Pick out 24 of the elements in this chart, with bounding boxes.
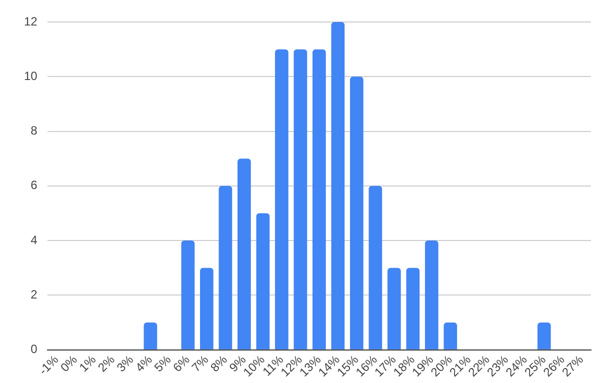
y-tick-label: 10 <box>24 68 38 83</box>
bar <box>275 49 288 350</box>
bar <box>181 240 195 350</box>
bar <box>144 322 158 350</box>
bar <box>294 49 308 350</box>
bar <box>350 76 364 350</box>
bar <box>444 322 458 350</box>
bar <box>218 186 232 350</box>
bar <box>406 268 420 350</box>
bar <box>537 322 551 350</box>
bar <box>200 268 214 350</box>
bar <box>424 240 438 350</box>
bar <box>256 213 270 350</box>
bar <box>238 158 251 350</box>
y-tick-label: 2 <box>30 288 38 302</box>
bar <box>368 186 382 350</box>
bar <box>387 268 401 350</box>
y-tick-label: 8 <box>30 124 38 138</box>
y-tick-label: 0 <box>30 342 38 356</box>
y-tick-label: 12 <box>24 14 38 28</box>
bar <box>331 22 345 350</box>
bar <box>312 49 326 350</box>
y-tick-label: 6 <box>30 178 38 192</box>
y-tick-label: 4 <box>30 232 38 247</box>
